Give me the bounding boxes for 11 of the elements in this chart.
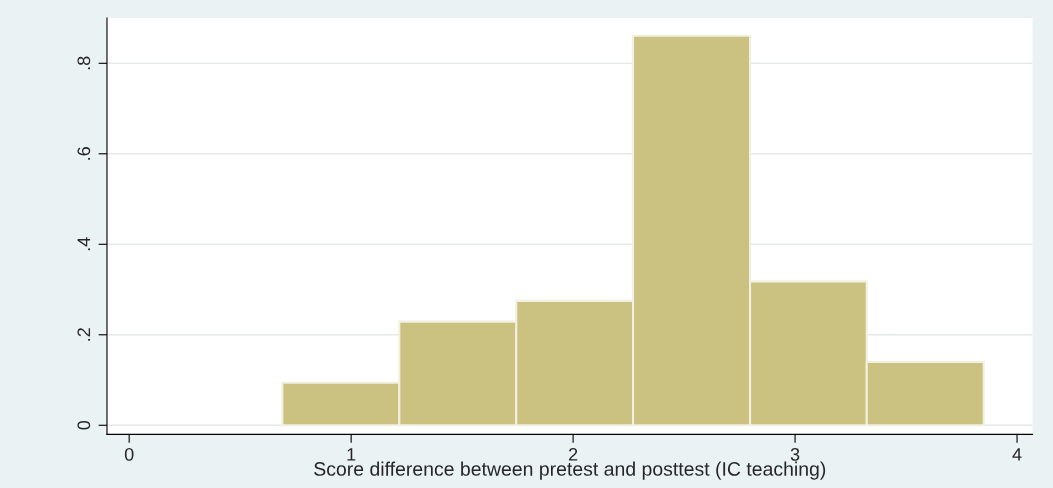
y-tick-label: 0 [77,420,91,430]
y-tick-label: .2 [77,328,91,341]
y-tick-label: .4 [77,237,91,251]
y-tick-label: .6 [77,147,91,160]
x-tick-label: 3 [790,447,800,461]
x-tick-label: 0 [124,447,134,461]
x-axis-title: Score difference between pretest and posttest (IC teaching) [314,461,826,480]
x-tick-label: 1 [347,448,356,461]
x-tick-label: 2 [569,447,578,461]
x-tick-label: 4 [1012,448,1022,461]
y-tick-label: .8 [77,56,91,70]
